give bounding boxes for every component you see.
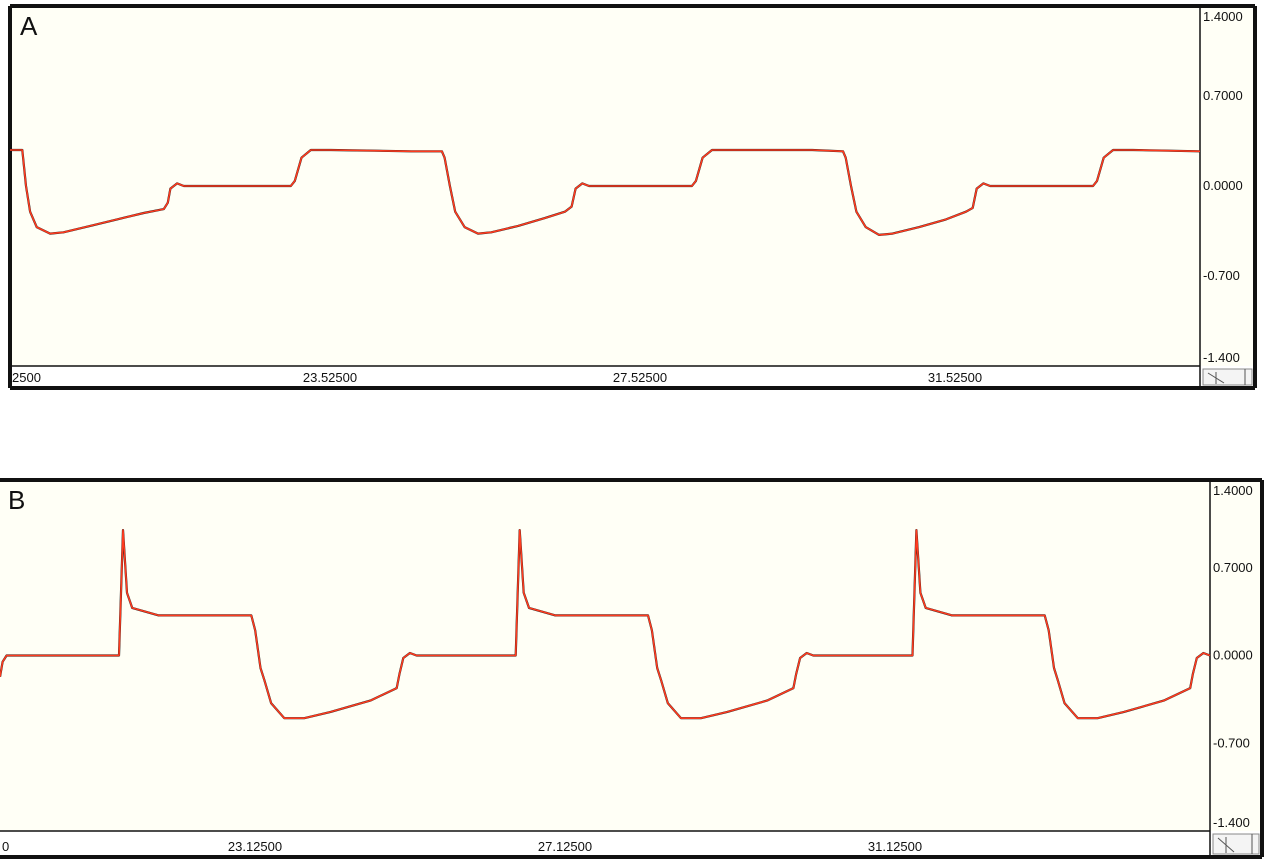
chart-b-y-tick-label: 0.7000: [1213, 560, 1253, 575]
chart-b-x-axis-strip: [0, 831, 1210, 857]
chart-a-frame: [8, 4, 1257, 390]
chart-b-y-tick-label: 0.0000: [1213, 648, 1253, 663]
chart-b-svg: B 1.4000 0.7000 0.0000 -0.700 -1.400 0 23.12500…: [0, 478, 1264, 859]
chart-b-x-tick-label: 0: [2, 839, 9, 854]
chart-a-y-tick-label: -0.700: [1203, 268, 1240, 283]
chart-b-frame: [0, 478, 1264, 859]
chart-b-scroll-corner[interactable]: [1212, 833, 1260, 855]
chart-a-scroll-corner[interactable]: [1202, 368, 1253, 386]
chart-a-trace: [10, 149, 1201, 236]
chart-a-y-tick-label: 1.4000: [1203, 9, 1243, 24]
chart-b-plot-area: [0, 480, 1210, 831]
chart-b-x-tick-label: 23.12500: [228, 839, 282, 854]
chart-panel-b: B 1.4000 0.7000 0.0000 -0.700 -1.400 0 23.12500…: [0, 475, 1269, 863]
chart-a-y-tick-label: 0.7000: [1203, 88, 1243, 103]
chart-a-x-tick-label: 23.52500: [303, 370, 357, 385]
chart-b-y-tick-label: -1.400: [1213, 815, 1250, 830]
chart-b-x-tick-label: 31.12500: [868, 839, 922, 854]
chart-a-y-tick-label: 0.0000: [1203, 178, 1243, 193]
chart-b-y-tick-label: 1.4000: [1213, 483, 1253, 498]
chart-b-y-axis-area: [1210, 480, 1262, 831]
chart-a-x-tick-label: 31.52500: [928, 370, 982, 385]
chart-a-svg: A 1.4000 0.7000 0.0000 -0.700 -1.400 2500 23.52…: [8, 4, 1257, 390]
chart-a-x-tick-label: 27.52500: [613, 370, 667, 385]
chart-a-x-tick-label: 2500: [12, 370, 41, 385]
chart-b-trace: [0, 529, 1211, 719]
chart-a-x-axis-strip: [10, 366, 1200, 388]
chart-a-y-tick-label: -1.400: [1203, 350, 1240, 365]
chart-b-y-tick-label: -0.700: [1213, 735, 1250, 750]
chart-b-x-tick-label: 27.12500: [538, 839, 592, 854]
chart-a-panel-label: A: [20, 11, 38, 41]
chart-b-panel-label: B: [8, 485, 25, 515]
chart-a-y-axis-area: [1200, 6, 1255, 366]
chart-panel-a: A 1.4000 0.7000 0.0000 -0.700 -1.400 2500 23.52…: [0, 0, 1269, 395]
